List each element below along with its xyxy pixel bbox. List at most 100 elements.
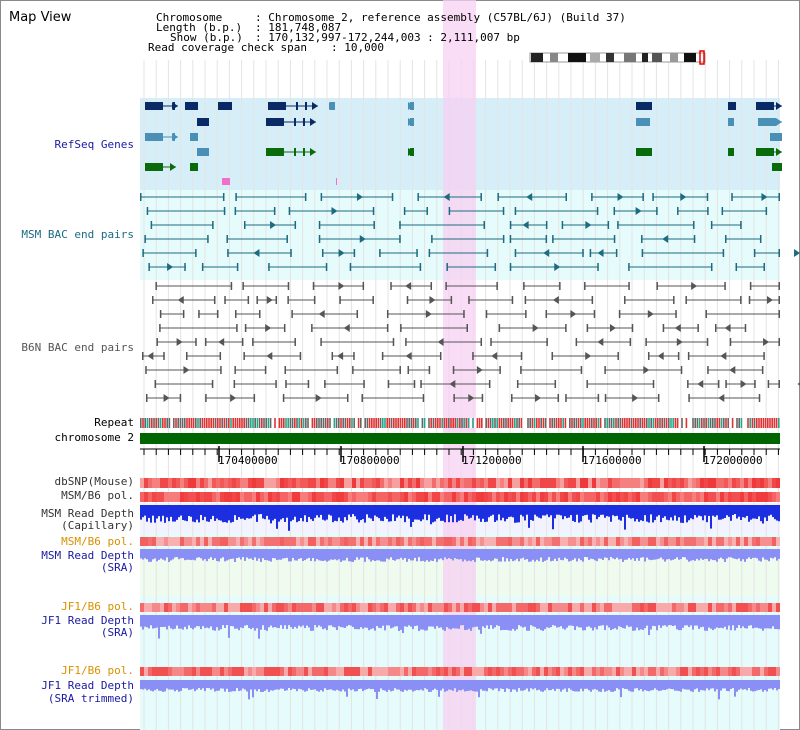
bac-end-tick	[624, 296, 626, 304]
depth-bar	[636, 615, 638, 628]
heat-cell	[500, 667, 504, 676]
depth-bar	[724, 505, 726, 518]
depth-bar	[356, 680, 358, 692]
heat-cell	[312, 492, 316, 502]
heat-cell	[388, 603, 392, 612]
depth-bar	[322, 505, 324, 520]
track-label-dbsnp[interactable]: dbSNP(Mouse)	[54, 475, 134, 488]
depth-bar	[408, 680, 410, 690]
heat-cell	[388, 537, 392, 546]
track-label-refseq[interactable]: RefSeq Genes	[54, 138, 134, 151]
heat-cell	[264, 537, 268, 546]
gene-exon	[268, 102, 286, 110]
repeat-element	[569, 418, 571, 428]
repeat-element	[498, 418, 501, 428]
depth-bar	[770, 549, 772, 558]
depth-bar	[326, 505, 328, 520]
heat-cell	[252, 492, 256, 502]
repeat-element	[313, 418, 316, 428]
heat-cell	[644, 492, 648, 502]
track-label-jf1-pol[interactable]: JF1/B6 pol.	[61, 600, 134, 613]
bac-end-tick	[426, 207, 428, 215]
track-label-msm-depth-sra[interactable]: MSM Read Depth	[41, 549, 134, 562]
heat-cell	[208, 667, 212, 676]
depth-bar	[404, 505, 406, 523]
depth-bar	[334, 549, 336, 560]
track-label-b6n-bac[interactable]: B6N BAC end pairs	[21, 341, 134, 354]
depth-bar	[188, 549, 190, 560]
depth-bar	[640, 505, 642, 521]
bac-end-tick	[485, 310, 488, 318]
depth-bar	[380, 549, 382, 562]
bac-end-tick	[220, 366, 222, 374]
depth-bar	[284, 505, 286, 522]
repeat-element	[692, 418, 694, 428]
depth-bar	[292, 615, 294, 629]
depth-bar	[334, 680, 336, 691]
repeat-element	[489, 418, 492, 428]
msm-bac-pairs	[140, 193, 800, 271]
track-label-msm-pol[interactable]: MSM/B6 pol.	[61, 489, 134, 502]
bac-end-tick	[631, 324, 634, 332]
track-label-msm-bac[interactable]: MSM BAC end pairs	[21, 228, 134, 241]
track-label-msm-depth-cap[interactable]: MSM Read Depth	[41, 507, 134, 520]
depth-bar	[602, 615, 604, 626]
depth-bar	[504, 549, 506, 562]
depth-bar	[214, 615, 216, 631]
depth-bar	[700, 549, 702, 559]
track-label-jf1-pol-2[interactable]: JF1/B6 pol.	[61, 664, 134, 677]
bac-end-tick	[446, 263, 448, 271]
depth-bar	[170, 615, 172, 629]
depth-bar	[468, 680, 470, 691]
depth-bar	[676, 615, 678, 630]
heat-cell	[532, 478, 536, 488]
depth-bar	[456, 549, 458, 560]
strand-arrow	[338, 282, 345, 290]
depth-bar	[374, 615, 376, 631]
track-label-jf1-depth-sra[interactable]: JF1 Read Depth	[41, 614, 134, 627]
bac-end-tick	[179, 394, 182, 402]
depth-bar	[416, 680, 418, 691]
bac-end-tick	[320, 193, 323, 201]
depth-bar	[544, 615, 546, 630]
track-label-msm-pol-2[interactable]: MSM/B6 pol.	[61, 535, 134, 548]
strand-arrow	[728, 118, 734, 126]
depth-bar	[380, 680, 382, 689]
depth-bar	[458, 549, 460, 560]
heat-cell	[164, 667, 168, 676]
depth-bar	[142, 505, 144, 518]
heat-cell	[256, 478, 260, 488]
bac-end-tick	[729, 338, 732, 346]
depth-bar	[424, 615, 426, 631]
depth-bar	[394, 505, 396, 521]
track-label-chromosome: chromosome 2	[54, 431, 134, 444]
depth-bar	[506, 549, 508, 559]
repeat-element	[701, 418, 703, 428]
track-label-jf1-depth-trim[interactable]: JF1 Read Depth	[41, 679, 134, 692]
heat-cell	[468, 537, 472, 546]
depth-bar	[412, 680, 414, 692]
heat-cell	[528, 603, 532, 612]
heat-cell	[684, 478, 688, 488]
gene-exon	[303, 118, 305, 126]
bac-end-tick	[706, 193, 709, 201]
depth-bar	[512, 615, 514, 629]
depth-bar	[248, 549, 250, 559]
depth-bar	[582, 549, 584, 562]
depth-bar	[488, 615, 490, 629]
depth-bar	[598, 505, 600, 517]
heat-cell	[700, 492, 704, 502]
strand-arrow	[491, 352, 498, 360]
bac-end-tick	[448, 207, 451, 215]
depth-bar	[498, 505, 500, 515]
depth-bar	[160, 615, 162, 627]
heat-cell	[728, 603, 732, 612]
heat-cell	[376, 478, 380, 488]
heat-cell	[296, 537, 300, 546]
bac-end-tick	[604, 394, 607, 402]
depth-bar	[242, 549, 244, 558]
heat-cell	[564, 492, 568, 502]
heat-cell	[264, 667, 268, 676]
heat-cell	[280, 667, 284, 676]
